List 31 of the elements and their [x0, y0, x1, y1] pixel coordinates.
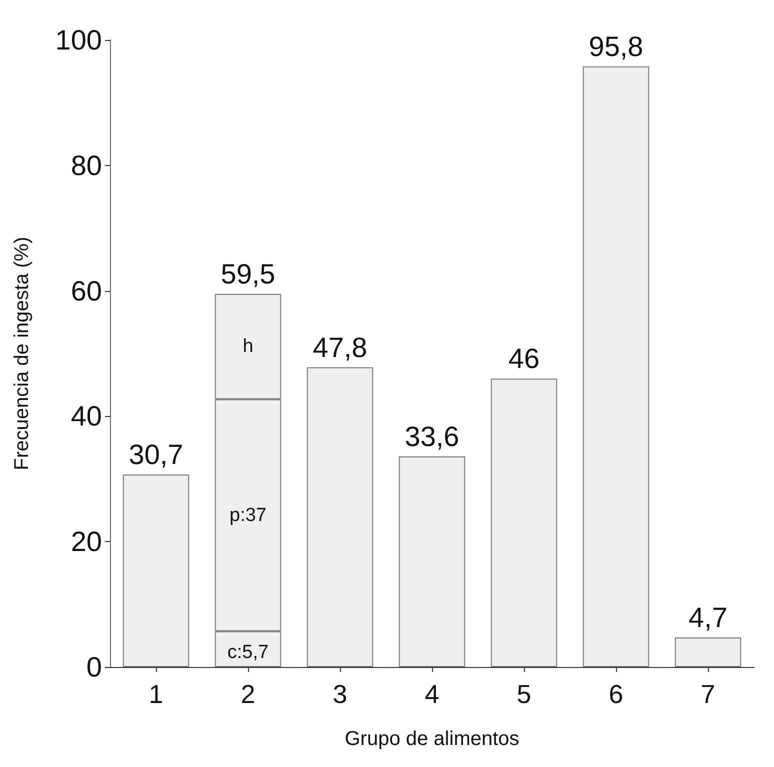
total-label: 46: [508, 343, 540, 374]
bar: [122, 474, 190, 667]
x-tick-label: 1: [148, 679, 164, 709]
x-tick-label: 5: [516, 679, 532, 709]
y-tick-label: 100: [55, 24, 102, 56]
bar: [490, 378, 558, 667]
y-tick-label: 20: [70, 526, 102, 558]
total-label: 30,7: [128, 439, 184, 470]
y-tick-label: 40: [70, 400, 102, 432]
total-label: 4,7: [688, 602, 728, 634]
x-tick-label: 2: [240, 679, 256, 709]
x-tick-label: 3: [332, 679, 348, 709]
x-axis-title: Grupo de alimentos: [344, 728, 520, 750]
y-axis-title: Frecuencia de ingesta (%): [11, 236, 33, 470]
total-label: 33,6: [404, 420, 460, 452]
data-label: c:5,7: [227, 642, 269, 663]
bar: [674, 638, 742, 667]
x-tick-label: 6: [608, 679, 624, 709]
bar: [398, 456, 466, 667]
total-label: 59,5: [220, 258, 276, 290]
x-tick-label: 7: [700, 679, 716, 709]
total-label: 95,8: [588, 30, 644, 62]
y-tick-label: 60: [70, 275, 102, 306]
bar: [582, 66, 650, 667]
total-label: 47,8: [312, 332, 368, 363]
data-label: p:37: [230, 504, 266, 526]
data-label: h: [242, 336, 254, 358]
x-tick-label: 4: [424, 679, 440, 709]
y-tick-label: 80: [70, 150, 102, 181]
bar: [306, 367, 374, 667]
y-tick-label: 0: [86, 652, 102, 682]
